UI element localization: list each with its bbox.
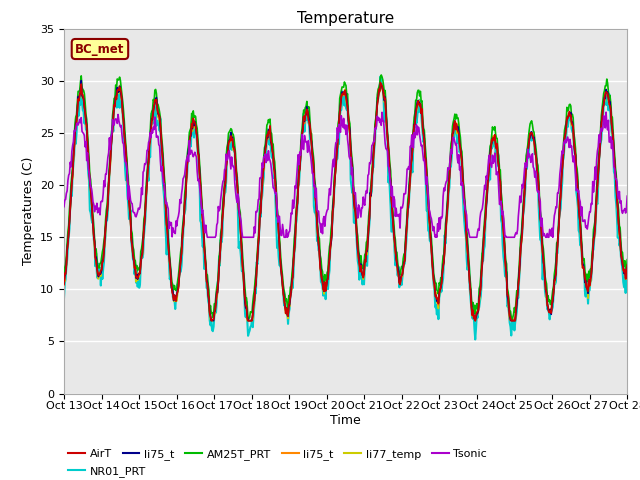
Title: Temperature: Temperature <box>297 11 394 26</box>
X-axis label: Time: Time <box>330 414 361 427</box>
Legend: NR01_PRT: NR01_PRT <box>64 461 150 480</box>
Text: BC_met: BC_met <box>76 43 125 56</box>
Y-axis label: Temperatures (C): Temperatures (C) <box>22 157 35 265</box>
